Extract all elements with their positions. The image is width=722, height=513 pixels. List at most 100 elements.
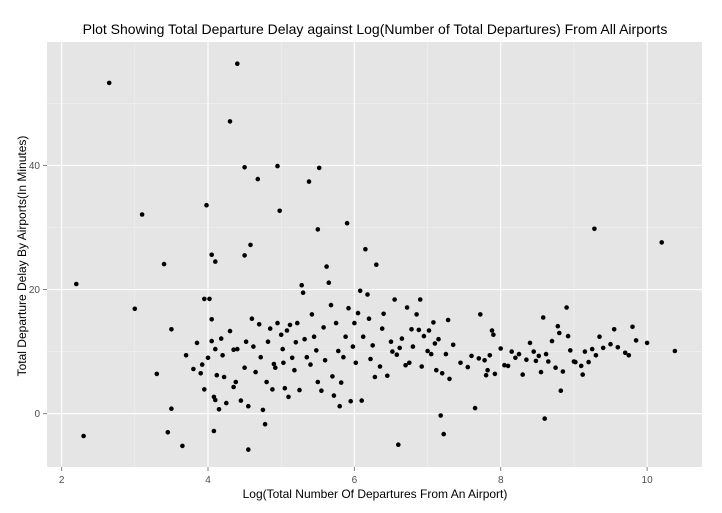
data-point [246, 403, 251, 409]
data-point [626, 353, 632, 358]
data-point [273, 365, 278, 371]
data-points [74, 61, 678, 452]
data-point [659, 240, 664, 245]
data-point [224, 400, 229, 406]
data-point [330, 374, 335, 379]
data-point [489, 328, 495, 333]
data-point [209, 252, 214, 258]
data-point [568, 348, 573, 353]
data-point [352, 320, 357, 326]
data-point [281, 360, 286, 366]
data-point [394, 352, 400, 358]
data-point [169, 327, 174, 332]
data-point [306, 179, 312, 184]
data-point [353, 360, 359, 366]
data-point [450, 342, 456, 348]
data-point [377, 364, 383, 369]
data-point [431, 320, 436, 325]
data-point [74, 281, 79, 287]
data-point [469, 353, 474, 359]
data-point [355, 310, 361, 316]
y-axis: 0 20 40 [29, 161, 47, 420]
data-point [221, 374, 227, 380]
y-tick-label: 0 [34, 409, 40, 420]
data-point [282, 385, 288, 391]
x-tick-label: 10 [642, 475, 654, 486]
x-tick-label: 6 [352, 475, 358, 486]
data-point [336, 348, 341, 354]
data-point [326, 280, 332, 286]
data-point [233, 379, 239, 385]
data-point [600, 345, 606, 351]
data-point [209, 317, 214, 322]
data-point [199, 362, 205, 367]
data-point [615, 345, 621, 350]
data-point [154, 371, 160, 377]
data-point [308, 362, 313, 367]
data-point [374, 262, 379, 268]
data-point [256, 322, 262, 327]
data-point [242, 253, 247, 258]
data-point [434, 367, 439, 373]
data-point [284, 328, 290, 333]
data-point [428, 351, 434, 357]
data-point [478, 312, 483, 317]
data-point [531, 349, 536, 354]
data-point [238, 398, 244, 403]
data-point [242, 165, 247, 170]
data-point [315, 227, 321, 232]
data-point [447, 376, 452, 382]
major-gridlines [47, 42, 702, 467]
x-axis: 2 4 6 8 10 [59, 467, 653, 486]
data-point [672, 348, 678, 354]
data-point [578, 363, 584, 369]
data-point [472, 405, 478, 411]
data-point [597, 334, 602, 340]
data-point [573, 359, 578, 365]
data-point [416, 327, 422, 333]
data-point [344, 220, 350, 226]
data-point [487, 353, 493, 358]
data-point [608, 341, 613, 347]
data-point [417, 297, 423, 302]
data-point [262, 421, 268, 427]
data-point [410, 344, 416, 349]
data-point [421, 333, 427, 339]
data-point [81, 433, 86, 439]
data-point [213, 346, 218, 352]
data-point [360, 334, 366, 340]
data-point [633, 338, 639, 343]
data-point [589, 346, 595, 352]
data-point [438, 413, 444, 418]
data-point [287, 322, 293, 328]
data-point [409, 327, 414, 332]
data-point [549, 338, 555, 344]
data-point [286, 394, 291, 400]
data-point [586, 359, 591, 365]
data-point [553, 365, 558, 371]
data-point [483, 372, 489, 378]
data-point [277, 208, 283, 214]
data-point [202, 387, 207, 392]
data-point [439, 371, 445, 376]
data-point [390, 349, 395, 354]
data-point [338, 380, 344, 385]
data-point [538, 369, 544, 375]
data-point [357, 288, 363, 294]
data-point [630, 324, 635, 330]
data-point [202, 296, 207, 302]
data-point [302, 336, 307, 342]
data-point [593, 353, 599, 358]
data-point [242, 365, 247, 371]
data-point [381, 311, 386, 317]
data-point [341, 354, 346, 360]
data-point [191, 366, 196, 372]
data-point [227, 119, 233, 124]
data-point [611, 327, 617, 332]
data-point [316, 165, 322, 171]
data-point [322, 358, 328, 363]
data-point [443, 351, 449, 357]
data-point [502, 362, 507, 368]
data-point [555, 323, 561, 329]
